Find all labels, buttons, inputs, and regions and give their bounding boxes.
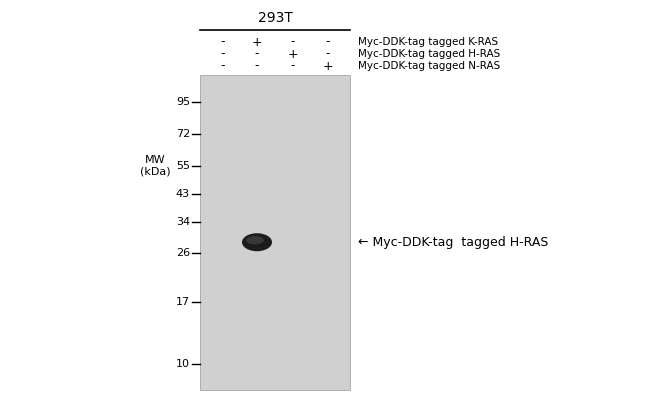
Text: -: -: [220, 35, 225, 48]
Text: 293T: 293T: [257, 11, 292, 25]
Text: Myc-DDK-tag tagged H-RAS: Myc-DDK-tag tagged H-RAS: [358, 49, 500, 59]
Text: 10: 10: [176, 359, 190, 369]
Text: 17: 17: [176, 297, 190, 307]
Ellipse shape: [242, 233, 272, 251]
Text: 43: 43: [176, 189, 190, 199]
Text: -: -: [255, 48, 259, 60]
Text: +: +: [322, 60, 333, 73]
Text: -: -: [325, 48, 330, 60]
Text: +: +: [252, 35, 263, 48]
Bar: [200, 75, 350, 390]
Text: 34: 34: [176, 217, 190, 227]
Text: MW
(kDa): MW (kDa): [140, 155, 170, 177]
Text: -: -: [220, 48, 225, 60]
Text: Myc-DDK-tag tagged N-RAS: Myc-DDK-tag tagged N-RAS: [358, 61, 500, 71]
Text: Myc-DDK-tag tagged K-RAS: Myc-DDK-tag tagged K-RAS: [358, 37, 498, 47]
Text: -: -: [255, 60, 259, 73]
Text: -: -: [291, 35, 295, 48]
Ellipse shape: [246, 236, 264, 244]
Text: 72: 72: [176, 129, 190, 139]
Text: +: +: [288, 48, 298, 60]
Text: ← Myc-DDK-tag  tagged H-RAS: ← Myc-DDK-tag tagged H-RAS: [358, 236, 549, 249]
Text: -: -: [291, 60, 295, 73]
Text: 26: 26: [176, 248, 190, 258]
Text: -: -: [325, 35, 330, 48]
Text: 55: 55: [176, 161, 190, 171]
Text: 95: 95: [176, 97, 190, 107]
Text: -: -: [220, 60, 225, 73]
